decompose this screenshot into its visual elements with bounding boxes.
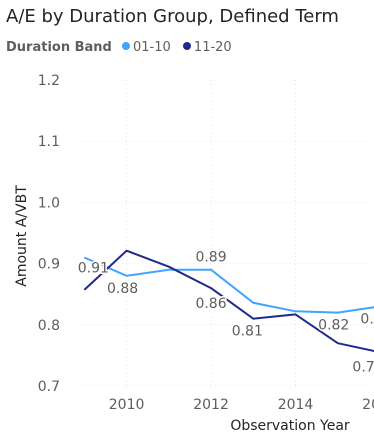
y-tick-label: 1.0 <box>38 195 60 211</box>
data-label: 0.89 <box>195 250 226 266</box>
legend-label-01-10: 01-10 <box>133 40 171 55</box>
legend-marker-11-20 <box>182 42 191 50</box>
data-label: 0.88 <box>107 281 138 297</box>
data-label: 0.82 <box>318 318 349 334</box>
legend-title: Duration Band <box>6 40 112 55</box>
legend-item-11-20[interactable]: 11-20 <box>182 40 232 55</box>
y-tick-label: 0.8 <box>38 318 60 334</box>
x-tick-label: 2012 <box>193 397 229 413</box>
legend: Duration Band 01-10 11-20 <box>6 40 240 55</box>
legend-item-01-10[interactable]: 01-10 <box>122 40 175 55</box>
legend-label-11-20: 11-20 <box>193 40 232 55</box>
y-tick-label: 1.1 <box>38 134 60 150</box>
x-tick-label: 2016 <box>362 397 374 413</box>
y-tick-label: 1.2 <box>38 73 60 89</box>
data-label: 0.91 <box>78 260 109 276</box>
x-tick-label: 2010 <box>109 397 145 413</box>
y-axis-title: Amount A/VBT <box>14 185 30 287</box>
legend-marker-01-10 <box>122 42 130 50</box>
series-line-11-20 <box>83 249 374 353</box>
data-label: 0.81 <box>232 324 263 340</box>
x-tick-label: 2014 <box>278 397 314 413</box>
y-tick-label: 0.7 <box>38 379 60 395</box>
data-label: 0.75 <box>352 359 374 375</box>
y-tick-label: 0.9 <box>38 257 60 273</box>
chart-title: A/E by Duration Group, Defined Term <box>6 6 339 27</box>
x-axis-title: Observation Year <box>230 418 350 434</box>
data-label: 0.86 <box>195 296 226 312</box>
data-label: 0.83 <box>360 311 374 327</box>
series-line-01-10 <box>83 256 374 314</box>
